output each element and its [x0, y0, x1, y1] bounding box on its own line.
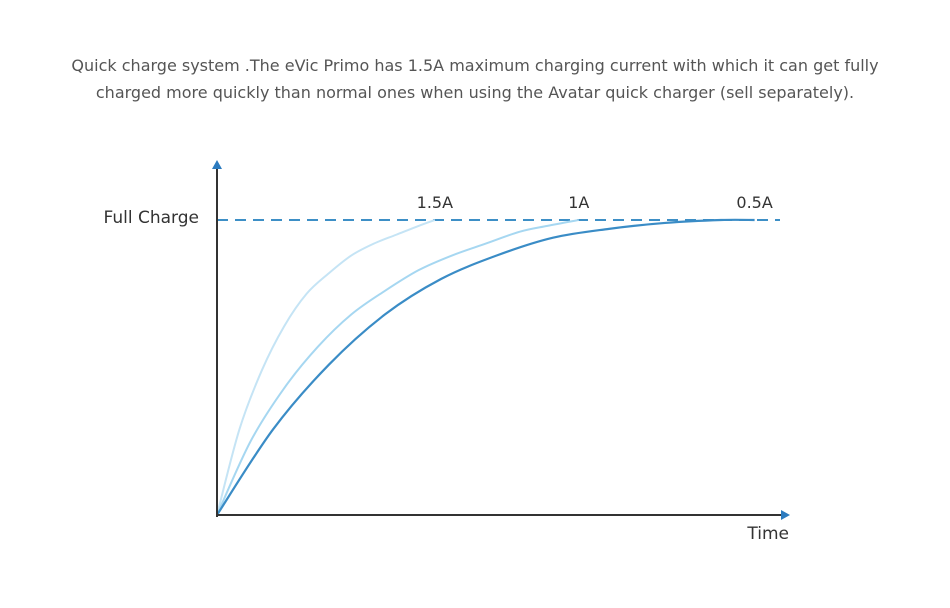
series-line-1a	[216, 219, 579, 516]
series-line-1-5a	[216, 219, 436, 516]
series-label-0-5a: 0.5A	[736, 193, 772, 212]
chart-caption: Quick charge system .The eVic Primo has …	[60, 52, 890, 106]
series-label-1-5a: 1.5A	[417, 193, 453, 212]
series-line-0-5a	[216, 218, 755, 516]
x-axis-label: Time	[746, 524, 789, 544]
caption-line-2: charged more quickly than normal ones wh…	[95, 83, 855, 102]
y-axis-label: Full Charge	[104, 208, 199, 228]
x-axis-arrow	[781, 510, 790, 520]
caption-line-1: Quick charge system .The eVic Primo has …	[71, 56, 879, 75]
y-axis-arrow	[212, 160, 222, 169]
series-label-1a: 1A	[568, 193, 589, 212]
